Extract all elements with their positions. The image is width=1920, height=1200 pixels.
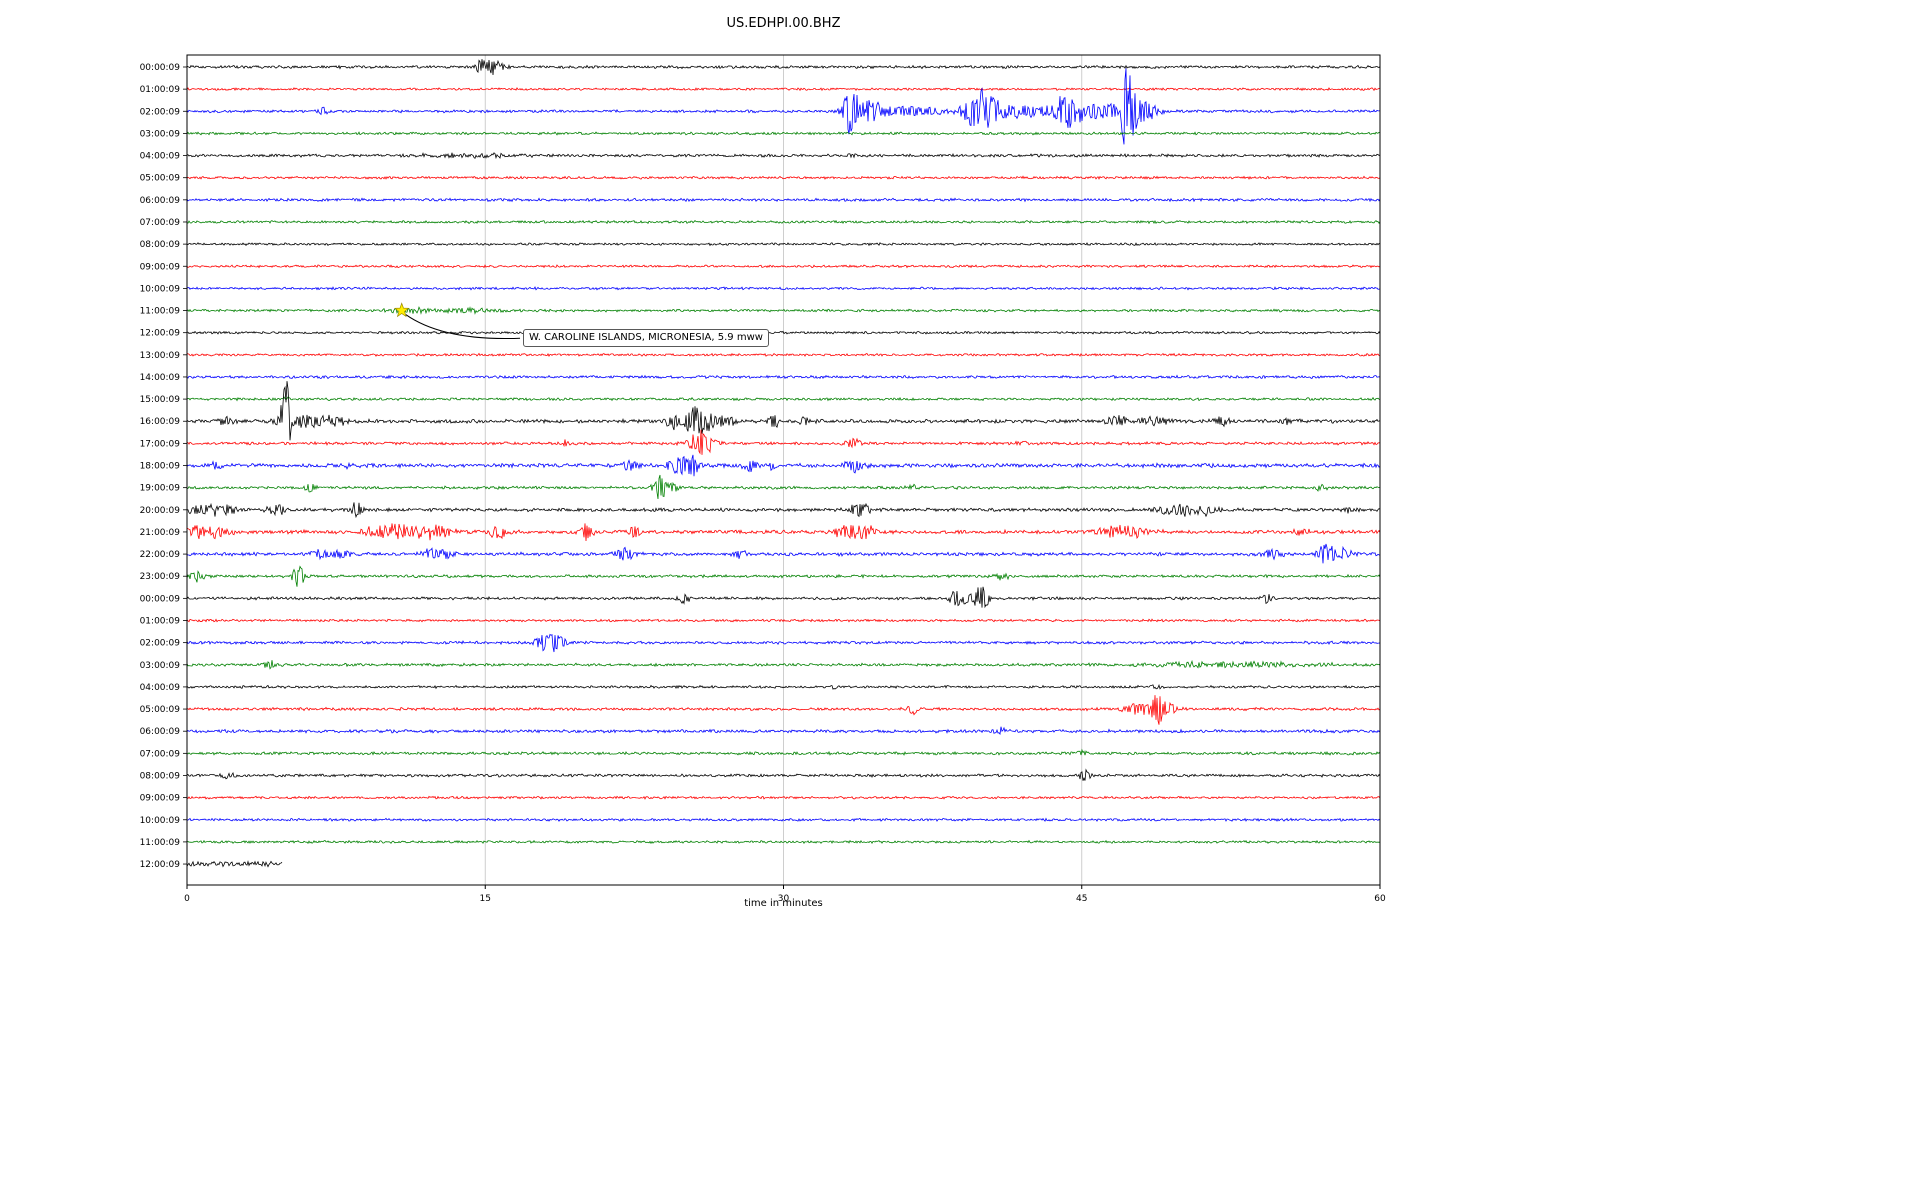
trace-row-19 <box>186 474 1381 500</box>
row-label: 11:00:09 <box>140 307 181 317</box>
row-label: 04:00:09 <box>140 152 181 162</box>
row-label: 22:00:09 <box>140 550 181 560</box>
trace-row-29 <box>186 695 1381 725</box>
trace-row-14 <box>186 374 1381 380</box>
trace-row-30 <box>186 726 1381 736</box>
trace-row-35 <box>186 839 1381 845</box>
trace-row-13 <box>186 352 1380 357</box>
x-tick-label: 15 <box>480 894 491 904</box>
x-tick-label: 60 <box>1374 894 1386 904</box>
trace-row-33 <box>186 795 1381 800</box>
trace-row-1 <box>186 87 1380 92</box>
row-label: 10:00:09 <box>140 284 181 294</box>
row-label: 09:00:09 <box>140 794 181 804</box>
row-label: 18:00:09 <box>140 462 181 472</box>
x-axis-label: time in minutes <box>744 898 823 909</box>
trace-row-28 <box>186 684 1381 690</box>
row-label: 07:00:09 <box>140 749 181 759</box>
trace-row-5 <box>186 175 1381 180</box>
trace-row-10 <box>186 286 1381 291</box>
row-label: 06:00:09 <box>140 727 181 737</box>
trace-row-20 <box>187 502 1381 519</box>
trace-row-16 <box>186 381 1381 441</box>
trace-row-6 <box>186 197 1381 203</box>
trace-row-21 <box>186 523 1381 542</box>
row-label: 13:00:09 <box>140 351 181 361</box>
trace-row-23 <box>186 565 1381 587</box>
row-label: 15:00:09 <box>140 395 181 405</box>
row-label: 14:00:09 <box>140 373 181 383</box>
event-annotation-label: W. CAROLINE ISLANDS, MICRONESIA, 5.9 mww <box>523 329 769 348</box>
row-label: 03:00:09 <box>140 129 181 139</box>
row-label: 09:00:09 <box>140 262 181 272</box>
row-label: 07:00:09 <box>140 218 181 228</box>
trace-row-9 <box>186 264 1381 269</box>
trace-row-0 <box>186 59 1381 76</box>
row-label: 12:00:09 <box>140 860 181 870</box>
trace-row-12 <box>186 330 1381 335</box>
row-label: 19:00:09 <box>140 484 181 494</box>
row-label: 01:00:09 <box>140 85 181 95</box>
x-tick-label: 30 <box>778 894 790 904</box>
trace-row-18 <box>186 454 1381 477</box>
row-label: 04:00:09 <box>140 683 181 693</box>
trace-row-34 <box>186 817 1381 822</box>
trace-row-36 <box>186 860 283 868</box>
row-label: 08:00:09 <box>140 771 181 781</box>
row-label: 05:00:09 <box>140 705 181 715</box>
row-label: 02:00:09 <box>140 107 181 117</box>
row-label: 00:00:09 <box>140 63 181 73</box>
row-label: 12:00:09 <box>140 329 181 339</box>
trace-row-15 <box>186 396 1381 402</box>
row-label: 03:00:09 <box>140 661 181 671</box>
trace-row-26 <box>186 633 1381 653</box>
row-label: 16:00:09 <box>140 417 181 427</box>
trace-row-27 <box>186 659 1381 670</box>
row-label: 02:00:09 <box>140 639 181 649</box>
row-label: 17:00:09 <box>140 439 181 449</box>
row-label: 06:00:09 <box>140 196 181 206</box>
trace-row-32 <box>186 768 1381 781</box>
row-label: 01:00:09 <box>140 617 181 627</box>
event-star-icon <box>393 302 410 318</box>
trace-row-22 <box>186 543 1381 564</box>
trace-row-31 <box>186 748 1381 756</box>
row-label: 00:00:09 <box>140 594 181 604</box>
trace-row-4 <box>186 152 1381 160</box>
row-label: 08:00:09 <box>140 240 181 250</box>
trace-row-3 <box>186 131 1380 136</box>
x-tick-label: 45 <box>1076 894 1087 904</box>
trace-row-17 <box>187 429 1380 455</box>
x-tick-label: 0 <box>184 894 190 904</box>
trace-row-2 <box>186 68 1380 145</box>
plot-title: US.EDHPI.00.BHZ <box>726 16 841 31</box>
row-label: 05:00:09 <box>140 174 181 184</box>
trace-row-24 <box>186 586 1380 609</box>
row-label: 23:00:09 <box>140 572 181 582</box>
trace-row-7 <box>186 219 1381 225</box>
trace-row-8 <box>186 242 1381 247</box>
row-label: 11:00:09 <box>140 838 181 848</box>
row-label: 20:00:09 <box>140 506 181 516</box>
row-label: 10:00:09 <box>140 816 181 826</box>
annotation-callout <box>405 314 521 340</box>
row-label: 21:00:09 <box>140 528 181 538</box>
trace-row-11 <box>186 306 1381 315</box>
trace-row-25 <box>186 618 1381 623</box>
